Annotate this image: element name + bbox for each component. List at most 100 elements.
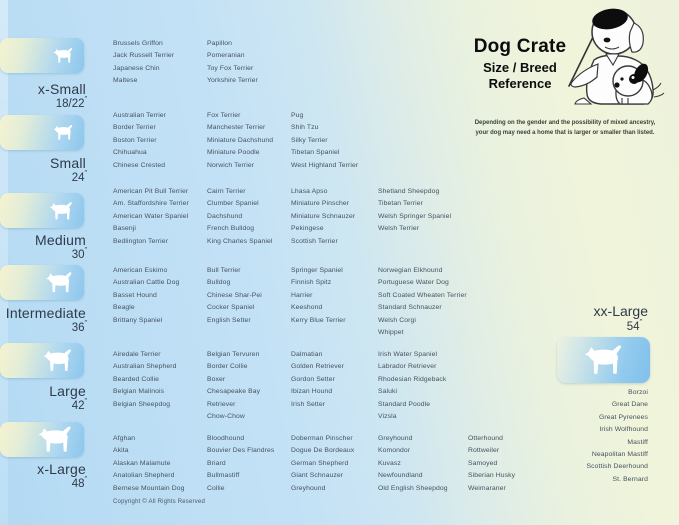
dog-silhouette-icon bbox=[53, 124, 73, 140]
breed-name: Jack Russell Terrier bbox=[113, 52, 175, 60]
breed-name: Beagle bbox=[113, 304, 135, 312]
size-dimension-value: 54 bbox=[626, 321, 640, 333]
xx-large-breed-list: Borzoi Great Dane Great Pyrenees Irish Wolf… bbox=[587, 387, 649, 486]
breed-name: English Setter bbox=[207, 316, 251, 324]
breed-name: Brittany Spaniel bbox=[113, 316, 163, 324]
breed-name: Belgian Sheepdog bbox=[113, 400, 171, 408]
size-badge bbox=[0, 343, 84, 378]
breed-column: Airedale Terrier Australian Shepherd Beard… bbox=[113, 349, 205, 411]
breed-name: Chesapeake Bay Retriever bbox=[207, 388, 261, 408]
great-dane-silhouette-icon bbox=[584, 345, 621, 374]
breed-name: Airedale Terrier bbox=[113, 351, 161, 358]
breed-name: Silky Terrier bbox=[291, 136, 328, 144]
breed-name: Tibetan Spaniel bbox=[291, 149, 340, 157]
size-dimension: 30″ bbox=[71, 247, 88, 261]
breed-name: Australian Cattle Dog bbox=[113, 279, 180, 287]
breed-name: Chow-Chow bbox=[207, 413, 245, 421]
breed-column: Doberman Pinscher Dogue De Bordeaux German… bbox=[291, 433, 377, 495]
breed-name: Borzoi bbox=[628, 389, 648, 396]
breed-name: Doberman Pinscher bbox=[291, 435, 353, 442]
breed-name: Scottish Deerhound bbox=[586, 463, 648, 471]
breed-name: Irish Setter bbox=[291, 400, 326, 408]
breed-name: Belgian Malinois bbox=[113, 388, 165, 396]
breed-name: Siberian Husky bbox=[468, 472, 516, 480]
breed-name: Welsh Corgi bbox=[378, 316, 416, 324]
breed-name: Manchester Terrier bbox=[207, 124, 266, 132]
breed-name: Cairn Terrier bbox=[207, 188, 246, 195]
breed-column: Bloodhound Bouvier Des Flandres Briard Bull… bbox=[207, 433, 285, 495]
breed-name: Maltese bbox=[113, 77, 138, 85]
breed-name: Pekingese bbox=[291, 225, 324, 233]
breed-name: Akita bbox=[113, 447, 129, 455]
breed-name: Old English Sheepdog bbox=[378, 484, 448, 492]
breed-column: Fox Terrier Manchester Terrier Miniature D… bbox=[207, 110, 285, 172]
breed-name: Norwegian Elkhound bbox=[378, 267, 443, 274]
size-dimension: 36″ bbox=[72, 320, 88, 334]
breed-name: Soft Coated Wheaten Terrier bbox=[378, 291, 467, 299]
breed-column: American Eskimo Australian Cattle Dog Bass… bbox=[113, 265, 205, 327]
breed-name: Otterhound bbox=[468, 435, 504, 442]
size-label: x-Small bbox=[37, 81, 86, 97]
breed-name: Keeshond bbox=[291, 304, 323, 312]
inch-mark: ″ bbox=[84, 476, 88, 483]
size-dimension-value: 30 bbox=[71, 249, 85, 261]
breed-name: King Charles Spaniel bbox=[207, 237, 273, 245]
breed-name: German Shepherd bbox=[291, 459, 349, 467]
breed-name: Mastiff bbox=[627, 438, 648, 446]
breed-name: Am. Staffordshire Terrier bbox=[113, 200, 189, 208]
breed-name: Pug bbox=[291, 112, 304, 119]
size-dimension-value: 48 bbox=[71, 478, 85, 490]
breed-name: Irish Wolfhound bbox=[599, 426, 648, 434]
breed-name: Boxer bbox=[207, 375, 226, 383]
size-dimension: 42″ bbox=[72, 398, 88, 412]
inch-mark: ″ bbox=[84, 170, 88, 177]
breed-name: Whippet bbox=[378, 329, 404, 337]
breed-name: Standard Schnauzer bbox=[378, 304, 442, 312]
breed-name: Portuguese Water Dog bbox=[378, 279, 449, 287]
breed-name: Miniature Dachshund bbox=[207, 136, 274, 144]
breed-name: Ibizan Hound bbox=[291, 388, 333, 396]
breed-name: Yorkshire Terrier bbox=[207, 77, 258, 85]
breed-name: Rottweiler bbox=[468, 447, 500, 455]
breed-column: Lhasa Apso Miniature Pinscher Miniature Sc… bbox=[291, 186, 377, 248]
breed-column: Brussels Griffon Jack Russell Terrier Japa… bbox=[113, 38, 205, 88]
breed-name: Giant Schnauzer bbox=[291, 472, 344, 480]
size-badge-xx-large bbox=[557, 337, 650, 383]
breed-name: Gordon Setter bbox=[291, 375, 335, 383]
breed-name: Bernese Mountain Dog bbox=[113, 484, 185, 492]
breed-name: Great Pyrenees bbox=[598, 413, 648, 421]
page-subtitle-line2: Reference bbox=[488, 76, 552, 91]
breed-name: Standard Poodle bbox=[378, 400, 431, 408]
breed-column: Otterhound Rottweiler Samoyed Siberian Husk… bbox=[468, 433, 556, 495]
breed-name: American Eskimo bbox=[113, 267, 168, 274]
inch-mark: ″ bbox=[84, 247, 88, 254]
breed-name: Anatolian Shepherd bbox=[113, 472, 175, 480]
breed-column: Norwegian Elkhound Portuguese Water Dog So… bbox=[378, 265, 480, 339]
breed-column: Pug Shih Tzu Silky Terrier Tibetan Spaniel W… bbox=[291, 110, 377, 172]
breed-name: Shetland Sheepdog bbox=[378, 188, 440, 195]
size-label: Intermediate bbox=[5, 305, 86, 321]
breed-name: Springer Spaniel bbox=[291, 267, 343, 274]
size-section: x-Large 48″ bbox=[0, 422, 100, 490]
breed-name: Labrador Retriever bbox=[378, 363, 437, 371]
breed-column: Springer Spaniel Finnish Spitz Harrier Kees… bbox=[291, 265, 377, 327]
breed-name: Belgian Tervuren bbox=[207, 351, 260, 358]
breed-name: Greyhound bbox=[378, 435, 413, 442]
breed-name: Australian Terrier bbox=[113, 112, 167, 119]
breed-name: Basenji bbox=[113, 225, 136, 233]
breed-name: Bedlington Terrier bbox=[113, 237, 168, 245]
breed-name: Border Collie bbox=[207, 363, 248, 371]
breed-name: Harrier bbox=[291, 291, 313, 299]
breed-name: Miniature Schnauzer bbox=[291, 212, 356, 220]
size-dimension: 48″ bbox=[71, 476, 88, 490]
breed-name: Dogue De Bordeaux bbox=[291, 447, 355, 455]
breed-name: St. Bernard bbox=[612, 475, 648, 483]
inch-mark: ″ bbox=[84, 398, 88, 405]
inch-mark: ″ bbox=[84, 320, 88, 327]
size-section: Intermediate 36″ bbox=[0, 265, 100, 334]
breed-name: Border Terrier bbox=[113, 124, 156, 132]
size-label: Medium bbox=[35, 232, 86, 248]
breed-name: Komondor bbox=[378, 447, 411, 455]
breed-column: Bull Terrier Bulldog Chinese Shar-Pei Cocke… bbox=[207, 265, 285, 327]
breed-name: Tibetan Terrier bbox=[378, 200, 423, 208]
